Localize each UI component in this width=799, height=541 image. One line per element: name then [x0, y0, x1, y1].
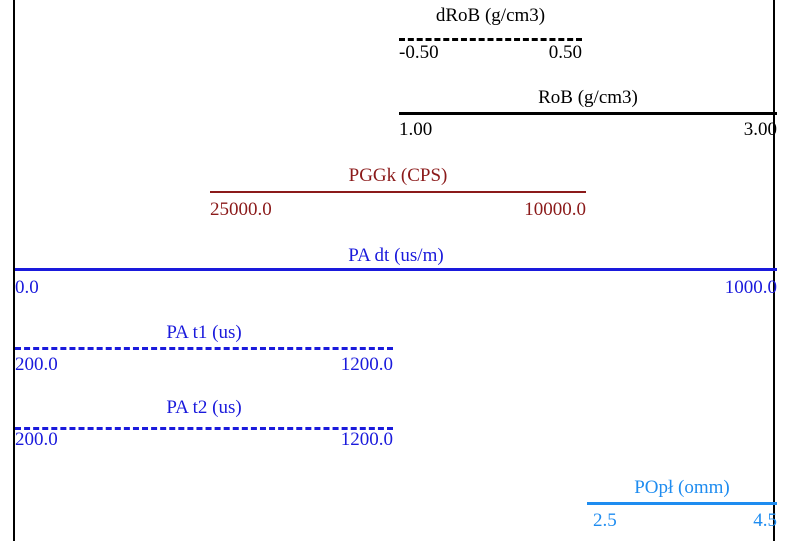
track-pggk-title: PGGk (CPS) [348, 165, 448, 186]
track-rob: RoB (g/cm3) 1.00 3.00 [399, 80, 777, 150]
track-pa-t2-title: PA t2 (us) [166, 397, 242, 418]
track-pa-dt-max: 1000.0 [724, 277, 777, 298]
track-rob-min: 1.00 [399, 119, 433, 140]
track-pggk: PGGk (CPS) 25000.0 10000.0 [210, 160, 586, 230]
track-pa-t2-scale-line [15, 427, 393, 430]
track-rob-title: RoB (g/cm3) [538, 87, 638, 108]
track-rob-scale-line [399, 112, 777, 115]
track-pa-dt-scale-line [15, 268, 777, 271]
track-drob-scale-line [399, 38, 582, 41]
track-drob: dRoB (g/cm3) -0.50 0.50 [399, 0, 582, 70]
track-pggk-min: 25000.0 [210, 199, 272, 220]
track-popl-title: POpł (omm) [634, 477, 730, 498]
track-pa-dt-min: 0.0 [15, 277, 39, 298]
track-pggk-scale-line [210, 191, 586, 193]
track-drob-min: -0.50 [399, 42, 439, 63]
track-pa-t2-min: 200.0 [15, 429, 58, 450]
track-pa-t1-scale-line [15, 347, 393, 350]
track-rob-max: 3.00 [743, 119, 777, 140]
track-popl: POpł (omm) 2.5 4.5 [587, 474, 777, 541]
track-drob-title: dRoB (g/cm3) [435, 5, 546, 26]
track-pa-t1-max: 1200.0 [340, 354, 393, 375]
track-popl-max: 4.5 [753, 510, 777, 531]
track-pa-dt-title: PA dt (us/m) [348, 245, 444, 266]
track-pa-t1-title: PA t1 (us) [166, 322, 242, 343]
track-pggk-max: 10000.0 [524, 199, 586, 220]
track-popl-min: 2.5 [593, 510, 617, 531]
track-pa-t1-min: 200.0 [15, 354, 58, 375]
track-drob-max: 0.50 [548, 42, 582, 63]
track-pa-t1: PA t1 (us) 200.0 1200.0 [15, 318, 393, 388]
log-header-panel: dRoB (g/cm3) -0.50 0.50 RoB (g/cm3) 1.00… [13, 0, 777, 541]
track-pa-t2-max: 1200.0 [340, 429, 393, 450]
track-pa-t2: PA t2 (us) 200.0 1200.0 [15, 394, 393, 464]
track-popl-scale-line [587, 502, 777, 505]
track-pa-dt: PA dt (us/m) 0.0 1000.0 [15, 240, 777, 310]
